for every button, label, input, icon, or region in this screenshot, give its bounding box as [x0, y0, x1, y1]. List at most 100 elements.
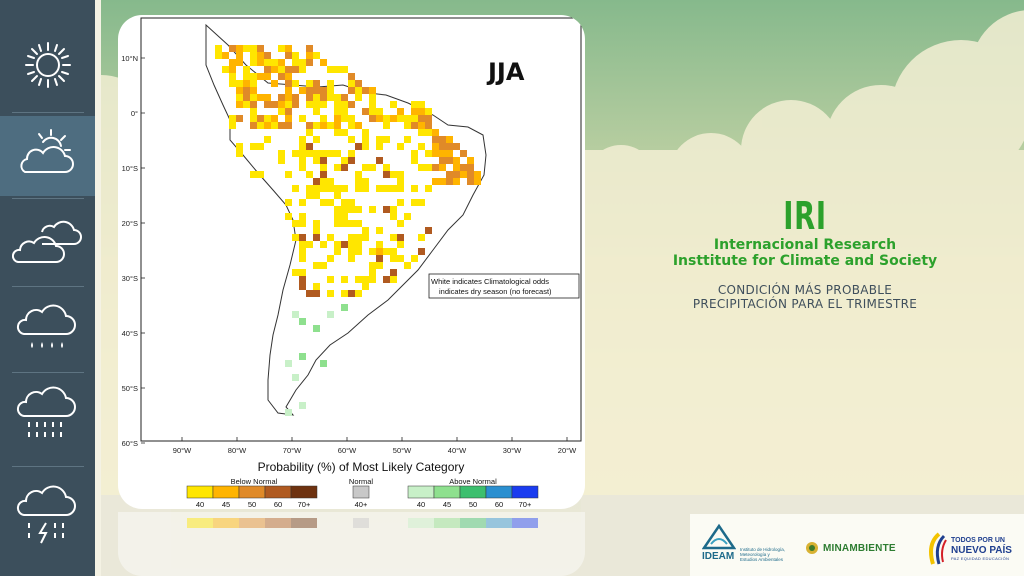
iri-desc-line1: CONDICIÓN MÁS PROBABLE — [717, 283, 893, 297]
map-cell — [271, 122, 278, 129]
map-cell — [257, 59, 264, 66]
map-cell — [243, 94, 250, 101]
map-cell — [299, 234, 306, 241]
map-cell — [320, 199, 327, 206]
map-cell — [299, 157, 306, 164]
map-cell — [383, 206, 390, 213]
map-cell — [313, 136, 320, 143]
map-cell — [327, 178, 334, 185]
map-cell — [439, 157, 446, 164]
map-cell — [411, 115, 418, 122]
sidebar-item-light-rain[interactable] — [0, 290, 95, 370]
map-cell — [425, 129, 432, 136]
map-cell — [362, 178, 369, 185]
legend-above-swatch — [511, 485, 539, 499]
lon-label: 90°W — [173, 446, 192, 455]
map-cell — [257, 94, 264, 101]
map-cell — [390, 234, 397, 241]
map-cell — [243, 101, 250, 108]
map-cell — [467, 171, 474, 178]
map-cell — [313, 101, 320, 108]
map-cell — [327, 80, 334, 87]
map-cell — [285, 45, 292, 52]
legend-above-tick: 60 — [495, 500, 503, 509]
map-cell — [257, 45, 264, 52]
map-cell — [390, 255, 397, 262]
legend-below-swatch — [186, 485, 214, 499]
map-cell — [369, 164, 376, 171]
map-cell — [334, 122, 341, 129]
map-cell — [334, 220, 341, 227]
map-cell — [278, 45, 285, 52]
map-cell — [355, 234, 362, 241]
sidebar-item-heavy-rain[interactable] — [0, 376, 95, 456]
map-cell — [376, 157, 383, 164]
map-cell — [306, 45, 313, 52]
map-cell — [334, 66, 341, 73]
legend-below-tick: 60 — [274, 500, 282, 509]
map-cell — [341, 199, 348, 206]
map-cell — [348, 136, 355, 143]
reflect-swatch — [486, 518, 512, 528]
map-cell — [327, 87, 334, 94]
map-cell — [453, 143, 460, 150]
sidebar-item-sunny[interactable] — [0, 25, 95, 105]
map-cell — [390, 206, 397, 213]
map-cell — [299, 220, 306, 227]
map-cell — [306, 241, 313, 248]
map-cell — [264, 122, 271, 129]
map-cell — [411, 101, 418, 108]
map-cell — [362, 234, 369, 241]
sidebar-item-partly-cloudy[interactable] — [0, 116, 95, 196]
map-cell — [285, 360, 292, 367]
map-cell — [299, 248, 306, 255]
iri-subtitle-line2: Insttitute for Climate and Society — [672, 253, 938, 269]
map-cell — [285, 115, 292, 122]
map-cell — [250, 45, 257, 52]
map-cell — [306, 122, 313, 129]
map-cell — [250, 122, 257, 129]
legend-above-tick: 40 — [417, 500, 425, 509]
map-cell — [229, 59, 236, 66]
map-cell — [348, 220, 355, 227]
map-cell — [250, 115, 257, 122]
map-cell — [299, 115, 306, 122]
map-cell — [229, 122, 236, 129]
map-cell — [376, 108, 383, 115]
map-cell — [334, 248, 341, 255]
map-cell — [243, 66, 250, 73]
longitude-labels: 90°W 80°W 70°W 60°W 50°W 40°W 30°W 20°W — [173, 437, 577, 455]
legend-above-swatch — [459, 485, 487, 499]
legend: 40 45 50 60 70+ 40+ 40 45 50 60 70+ — [186, 485, 539, 509]
lon-label: 30°W — [503, 446, 522, 455]
map-cell — [397, 241, 404, 248]
map-cell — [369, 276, 376, 283]
map-cell — [411, 150, 418, 157]
lon-label: 70°W — [283, 446, 302, 455]
map-cell — [425, 227, 432, 234]
map-cell — [369, 248, 376, 255]
map-cell — [299, 276, 306, 283]
lat-label: 10°N — [121, 54, 138, 63]
map-cell — [362, 87, 369, 94]
sidebar-edge — [95, 0, 101, 576]
map-cell — [453, 164, 460, 171]
map-cell — [355, 94, 362, 101]
map-cell — [432, 150, 439, 157]
map-cell — [250, 108, 257, 115]
sidebar-item-storm[interactable] — [0, 478, 95, 558]
map-cell — [390, 101, 397, 108]
map-cell — [320, 115, 327, 122]
map-cell — [369, 101, 376, 108]
iri-desc-line2: PRECIPITACIÓN PARA EL TRIMESTRE — [692, 297, 918, 311]
map-cell — [425, 122, 432, 129]
map-cell — [411, 122, 418, 129]
map-cell — [327, 94, 334, 101]
map-cell — [299, 318, 306, 325]
map-cell — [376, 185, 383, 192]
map-cell — [306, 171, 313, 178]
sidebar-item-cloudy[interactable] — [0, 202, 95, 282]
map-cell — [362, 185, 369, 192]
map-cell — [460, 150, 467, 157]
map-cell — [334, 164, 341, 171]
